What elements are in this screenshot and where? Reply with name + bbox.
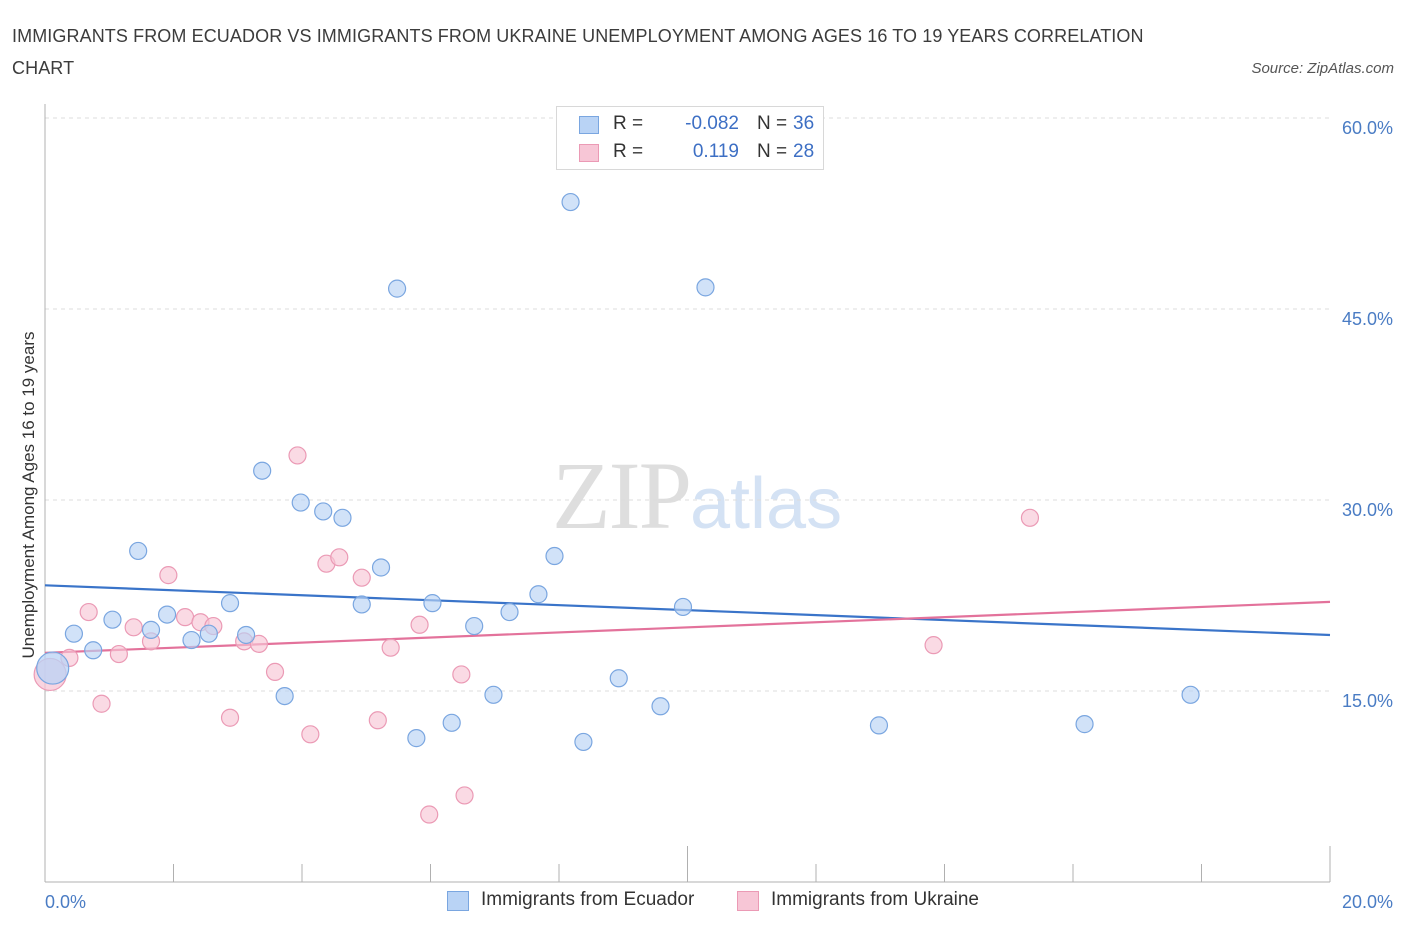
ukraine-point xyxy=(1020,508,1040,527)
ecuador-point xyxy=(609,669,628,688)
x-tick-label: 0.0% xyxy=(45,892,86,912)
ecuador-point xyxy=(484,685,503,704)
ukraine-point xyxy=(175,608,195,627)
ecuador-point xyxy=(1181,685,1200,704)
correlation-legend: R = -0.082 N = 36 R = 0.119 N = 28 xyxy=(556,106,824,170)
ecuador-point xyxy=(574,732,593,752)
y-tick-label: 15.0% xyxy=(1342,691,1393,711)
axes xyxy=(44,104,1331,883)
ukraine-point xyxy=(381,638,400,657)
n-label: N = xyxy=(757,113,788,134)
ecuador-point xyxy=(291,493,310,512)
ecuador-point xyxy=(157,605,177,624)
ukraine-point xyxy=(124,618,143,637)
y-tick-label: 30.0% xyxy=(1342,500,1393,520)
ecuador-point xyxy=(199,624,218,643)
ukraine-point xyxy=(368,711,387,730)
ukraine-point xyxy=(330,548,349,567)
y-tick-label: 60.0% xyxy=(1342,118,1393,138)
watermark: ZIPatlas xyxy=(552,440,842,551)
ecuador-point xyxy=(423,594,442,613)
ecuador-point xyxy=(103,610,122,629)
ukraine-point xyxy=(109,644,128,664)
ecuador-point xyxy=(545,546,564,566)
ecuador-point xyxy=(869,716,889,735)
ecuador-point xyxy=(220,594,240,613)
ecuador-point xyxy=(1075,715,1094,734)
ukraine-point xyxy=(420,805,439,824)
ukraine-point xyxy=(159,566,178,585)
r-label: R = xyxy=(613,141,644,162)
ecuador-point xyxy=(407,729,426,748)
legend-label: Immigrants from Ukraine xyxy=(771,889,979,910)
x-tick-label: 20.0% xyxy=(1342,892,1393,912)
data-points xyxy=(33,192,1200,824)
n-label: N = xyxy=(757,141,788,162)
ukraine-point xyxy=(924,636,943,655)
ecuador-point xyxy=(529,585,548,604)
ukraine-point xyxy=(79,602,98,622)
ukraine-point xyxy=(288,446,307,465)
chart-title: IMMIGRANTS FROM ECUADOR VS IMMIGRANTS FR… xyxy=(12,26,1144,78)
ecuador-point xyxy=(36,651,70,685)
ukraine-point xyxy=(92,694,111,713)
watermark-zip: ZIP xyxy=(552,442,692,549)
ecuador-point xyxy=(129,541,148,561)
legend-label: Immigrants from Ecuador xyxy=(481,889,695,910)
ukraine-swatch xyxy=(579,144,599,162)
ecuador-point xyxy=(253,461,272,480)
ukraine-point xyxy=(455,786,474,805)
ecuador-point xyxy=(64,624,84,643)
ecuador-point xyxy=(333,508,352,527)
ecuador-point xyxy=(352,595,371,614)
ecuador-point xyxy=(237,625,256,645)
ecuador-point xyxy=(371,558,391,577)
watermark-atlas: atlas xyxy=(690,464,843,544)
ecuador-swatch xyxy=(579,116,599,134)
n-value: 36 xyxy=(793,113,815,134)
r-label: R = xyxy=(613,113,644,134)
ukraine-point xyxy=(265,662,285,682)
ukraine-point xyxy=(452,665,471,684)
ukraine-point xyxy=(220,708,240,727)
ecuador-point xyxy=(182,630,201,650)
ecuador-point xyxy=(84,641,103,660)
y-axis-label: Unemployment Among Ages 16 to 19 years xyxy=(19,332,38,659)
ecuador-point xyxy=(442,713,461,732)
ukraine-point xyxy=(301,725,320,744)
n-value: 28 xyxy=(793,141,815,162)
ukraine-point xyxy=(249,634,269,653)
ecuador-point xyxy=(696,278,715,297)
ukraine-point xyxy=(410,615,429,634)
tick-labels: 15.0% 30.0% 45.0% 60.0% 0.0% 20.0% xyxy=(45,118,1393,912)
r-value: -0.082 xyxy=(685,113,739,134)
ecuador-point xyxy=(465,616,484,636)
ecuador-point xyxy=(561,192,580,212)
ukraine-point xyxy=(352,568,371,587)
y-tick-label: 45.0% xyxy=(1342,309,1393,329)
ukraine-swatch xyxy=(737,891,759,911)
ecuador-point xyxy=(673,597,693,617)
ecuador-point xyxy=(651,697,670,716)
ecuador-point xyxy=(314,502,333,521)
r-value: 0.119 xyxy=(692,141,739,162)
ecuador-point xyxy=(141,620,161,639)
ecuador-swatch xyxy=(447,891,469,911)
ecuador-point xyxy=(275,686,294,706)
source-label: Source: ZipAtlas.com xyxy=(1251,60,1394,77)
ecuador-point xyxy=(387,279,407,298)
ecuador-point xyxy=(500,602,519,622)
